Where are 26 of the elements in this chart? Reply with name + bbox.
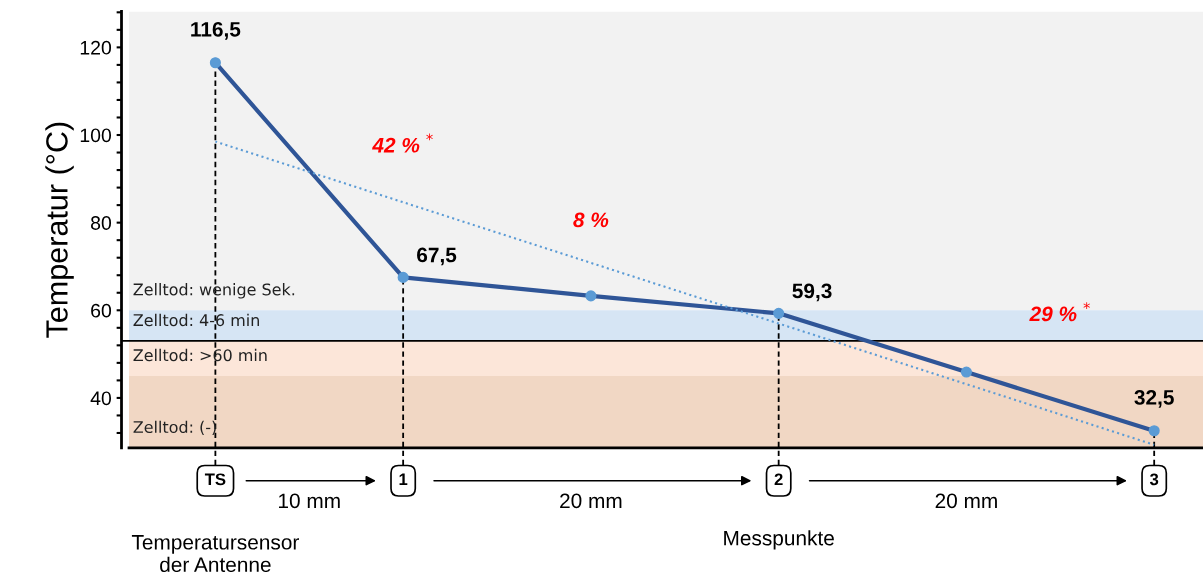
x-tick-label: 2 xyxy=(774,473,783,486)
annotation: 42 % $^{*}$ xyxy=(372,133,433,153)
data-label: 59,3 xyxy=(792,283,832,302)
y-tick-label: 100 xyxy=(80,128,112,143)
text: 10 mm xyxy=(279,493,340,509)
band-label: Zelltod: (-) xyxy=(133,420,216,435)
annotation: 8 % xyxy=(573,212,609,228)
data-label: 32,5 xyxy=(1134,390,1174,408)
y-tick-label: 80 xyxy=(91,216,112,230)
text: 20 mm xyxy=(560,493,622,509)
y-tick-label: 40 xyxy=(90,391,112,406)
y-axis-title: Temperatur (°C) xyxy=(45,122,74,338)
x-axis-title: Messpunkte xyxy=(724,530,834,550)
x-tick-label: TS xyxy=(204,473,226,486)
x-tick-label: 1 xyxy=(399,473,408,486)
y-tick-label: 120 xyxy=(80,40,112,55)
text: 20 mm xyxy=(935,493,997,509)
band-label: Zelltod: 4-6 min xyxy=(133,313,259,327)
x-tick-label: 3 xyxy=(1149,473,1159,486)
band-label: Zelltod: wenige Sek. xyxy=(133,283,295,299)
data-label: 116,5 xyxy=(191,21,241,40)
text: Temperatursensor der Antenne xyxy=(131,535,299,572)
band-label: Zelltod: >60 min xyxy=(133,348,267,362)
data-label: 67,5 xyxy=(417,247,457,266)
y-tick-label: 60 xyxy=(91,303,112,318)
annotation: 29 % $^{*}$ xyxy=(1029,302,1090,322)
